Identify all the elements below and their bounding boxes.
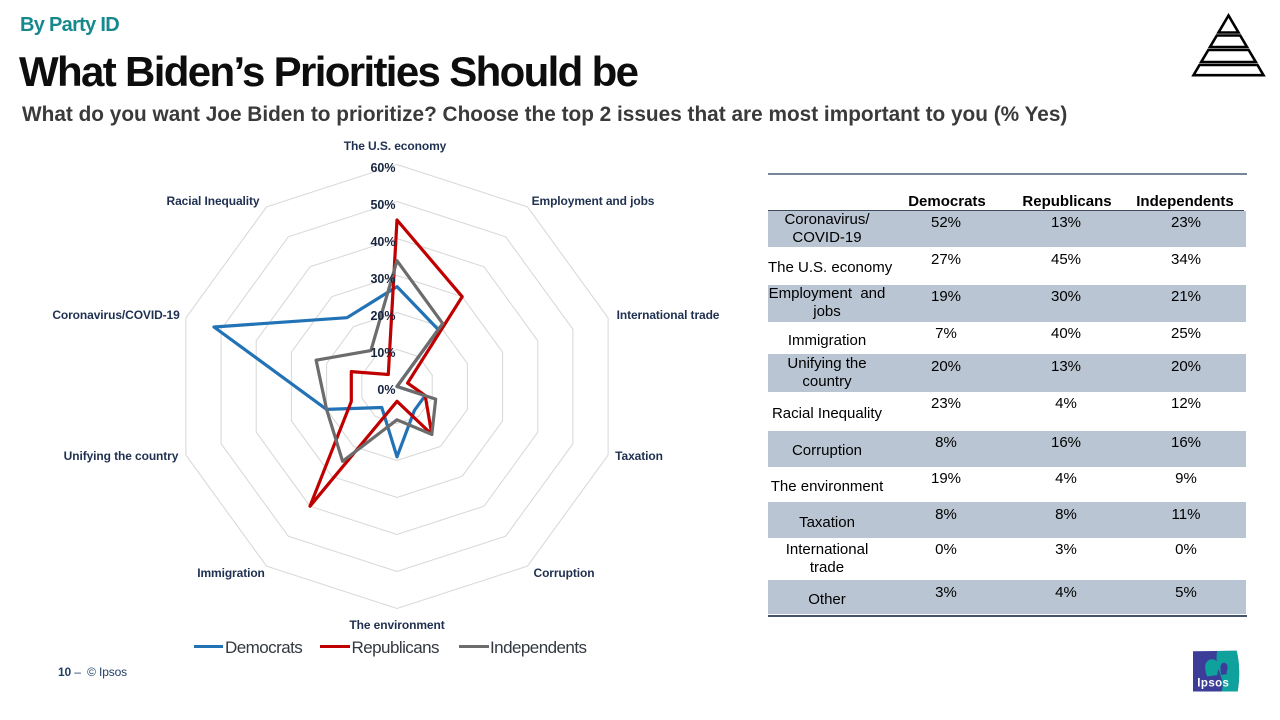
svg-text:Ipsos: Ipsos	[1197, 678, 1229, 690]
